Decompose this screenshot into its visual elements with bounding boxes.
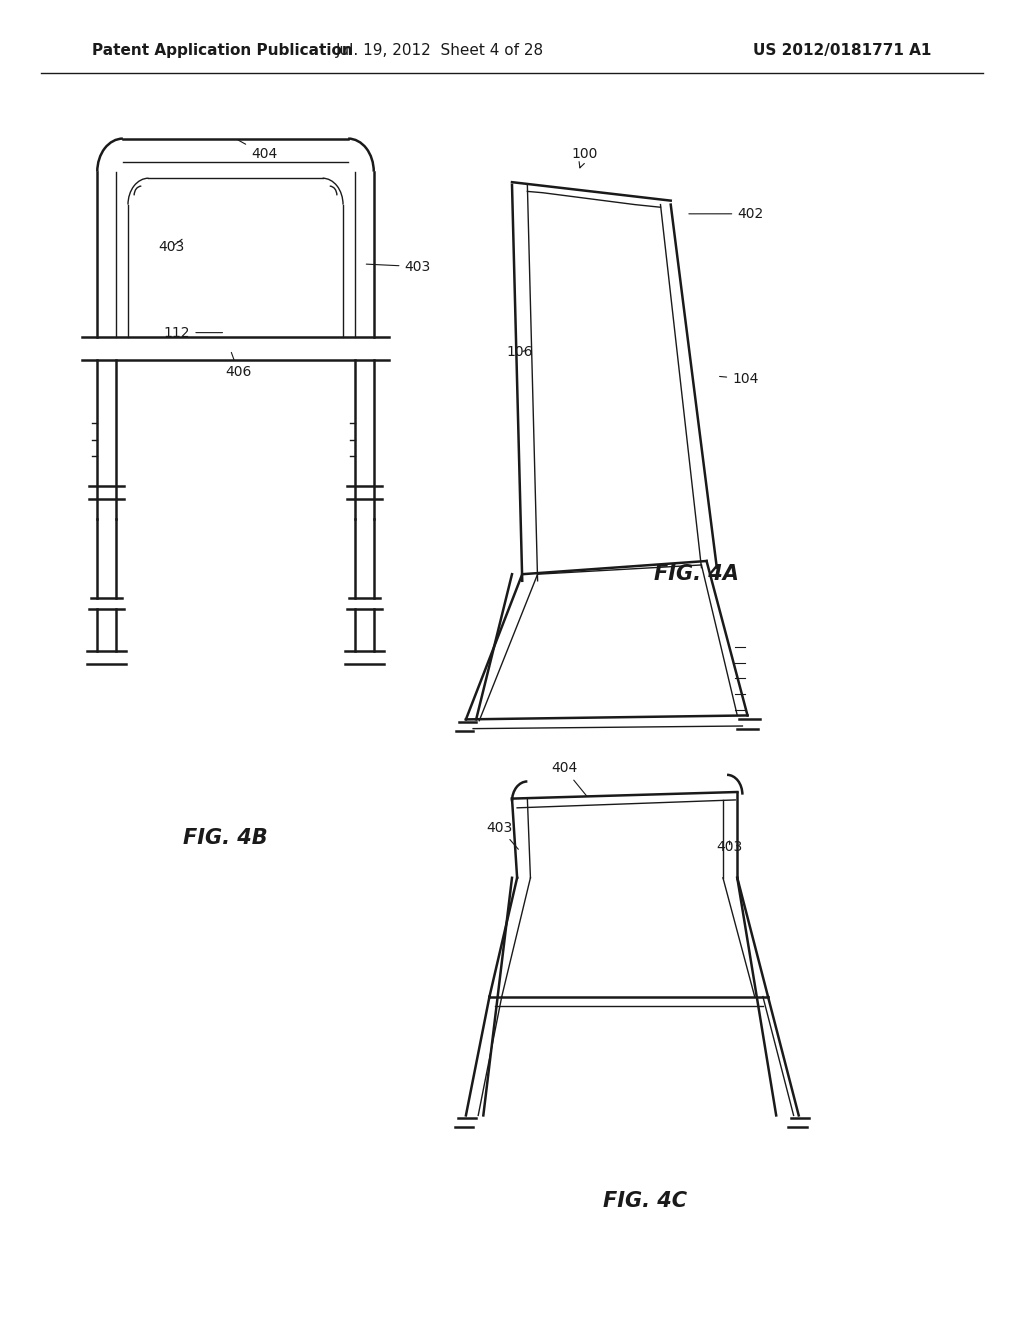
Text: 403: 403 bbox=[486, 821, 518, 849]
Text: 403: 403 bbox=[159, 239, 185, 253]
Text: 403: 403 bbox=[717, 841, 743, 854]
Text: 404: 404 bbox=[551, 762, 587, 796]
Text: 402: 402 bbox=[689, 207, 764, 220]
Text: 112: 112 bbox=[164, 326, 222, 339]
Text: 106: 106 bbox=[507, 346, 534, 359]
Text: 406: 406 bbox=[225, 352, 252, 379]
Text: FIG. 4C: FIG. 4C bbox=[603, 1191, 687, 1212]
Text: Patent Application Publication: Patent Application Publication bbox=[92, 42, 353, 58]
Text: 100: 100 bbox=[571, 148, 598, 168]
Text: 403: 403 bbox=[367, 260, 431, 273]
Text: FIG. 4A: FIG. 4A bbox=[654, 564, 738, 585]
Text: 404: 404 bbox=[238, 140, 278, 161]
Text: FIG. 4B: FIG. 4B bbox=[183, 828, 267, 849]
Text: 104: 104 bbox=[720, 372, 759, 385]
Text: US 2012/0181771 A1: US 2012/0181771 A1 bbox=[754, 42, 932, 58]
Text: Jul. 19, 2012  Sheet 4 of 28: Jul. 19, 2012 Sheet 4 of 28 bbox=[336, 42, 545, 58]
